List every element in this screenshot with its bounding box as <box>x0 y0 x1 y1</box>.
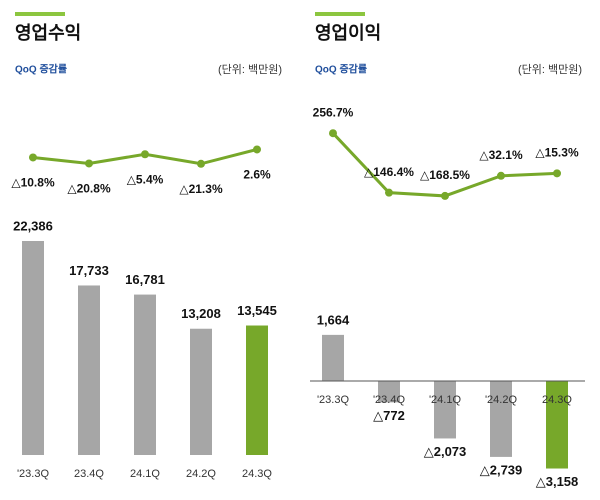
line-value-label: △10.8% <box>11 176 55 190</box>
bar <box>134 294 156 455</box>
bar-value-label: △3,158 <box>536 474 579 489</box>
line-marker <box>385 188 393 197</box>
line-marker <box>253 145 261 154</box>
line-value-label: △15.3% <box>535 145 579 159</box>
unit-label: (단위: 백만원) <box>218 63 282 76</box>
line-value-label: △20.8% <box>67 182 111 196</box>
x-tick-label: 24.3Q <box>542 394 572 406</box>
bar-value-label: 13,208 <box>181 306 221 321</box>
line-marker <box>141 150 149 159</box>
bar-value-label: △2,073 <box>424 444 467 459</box>
subtitle: QoQ 증감률 <box>15 64 67 76</box>
x-tick-label: 24.1Q <box>130 468 160 480</box>
bar <box>22 240 44 455</box>
bar <box>546 381 568 469</box>
chart-title: 영업이익 <box>315 23 381 43</box>
title-accent <box>315 12 365 16</box>
x-tick-label: 23.4Q <box>74 468 104 480</box>
line-value-label: △5.4% <box>127 172 164 186</box>
bar <box>490 381 512 457</box>
chart-title: 영업수익 <box>15 23 81 43</box>
bar <box>378 381 400 403</box>
bar <box>434 381 456 439</box>
x-tick-label: '24.1Q <box>429 394 462 406</box>
bar-value-label: 1,664 <box>317 312 350 327</box>
line-marker <box>29 153 37 162</box>
bar <box>246 325 268 455</box>
unit-label: (단위: 백만원) <box>518 63 582 76</box>
bar-value-label: 17,733 <box>69 263 109 278</box>
x-tick-label: '23.4Q <box>373 394 406 406</box>
line-marker <box>553 169 561 178</box>
x-tick-label: 24.3Q <box>242 468 272 480</box>
line-value-label: △21.3% <box>179 182 223 196</box>
x-tick-label: 24.2Q <box>186 468 216 480</box>
line-value-label: △146.4% <box>364 165 414 179</box>
line-value-label: 256.7% <box>313 105 354 119</box>
bar-value-label: △772 <box>373 408 405 423</box>
bar <box>78 285 100 455</box>
bar-value-label: △2,739 <box>480 462 523 477</box>
bar <box>322 334 344 381</box>
bar <box>190 328 212 455</box>
bar-value-label: 16,781 <box>125 272 165 287</box>
line-value-label: △32.1% <box>479 148 523 162</box>
bar-value-label: 13,545 <box>237 303 277 318</box>
line-value-label: 2.6% <box>243 168 271 182</box>
line-value-label: △168.5% <box>420 168 470 182</box>
x-tick-label: '24.2Q <box>485 394 518 406</box>
subtitle: QoQ 증감률 <box>315 64 367 76</box>
x-tick-label: '23.3Q <box>317 394 350 406</box>
bar-value-label: 22,386 <box>13 218 53 233</box>
line-marker <box>329 129 337 138</box>
line-marker <box>85 159 93 168</box>
title-accent <box>15 12 65 16</box>
line-marker <box>497 171 505 180</box>
x-tick-label: '23.3Q <box>17 468 50 480</box>
line-marker <box>441 191 449 200</box>
line-marker <box>197 159 205 168</box>
